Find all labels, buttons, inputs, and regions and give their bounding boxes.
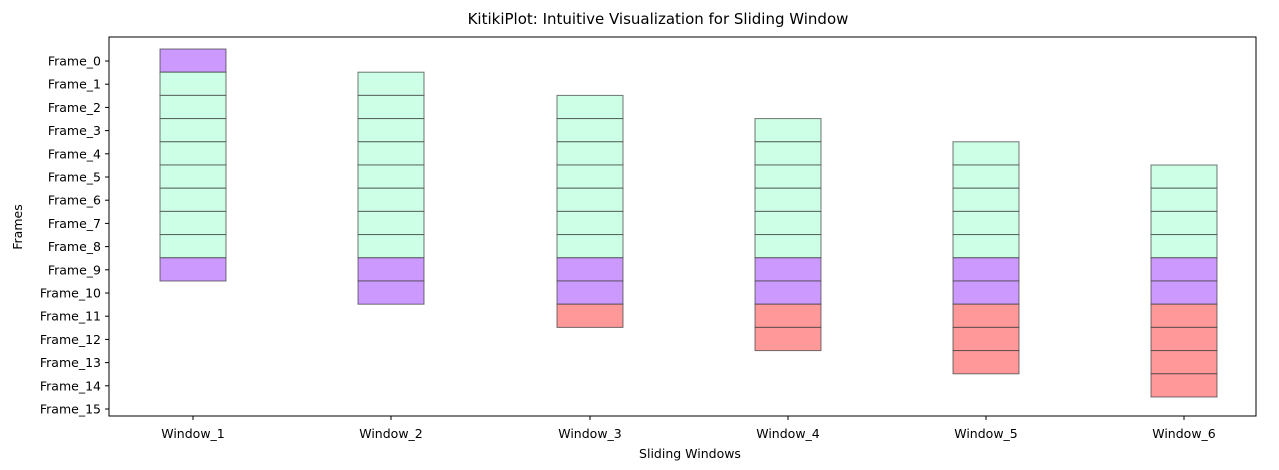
y-tick-label: Frame_4	[48, 146, 101, 161]
x-tick-label: Window_4	[756, 426, 820, 441]
window-cell	[952, 187, 1020, 212]
window-cell	[952, 280, 1020, 305]
y-tick-label: Frame_1	[48, 77, 101, 92]
window-cell	[556, 118, 624, 143]
y-tick-label: Frame_10	[40, 286, 101, 301]
window-cell	[1150, 164, 1218, 189]
cells-layer	[159, 48, 1218, 398]
window-cell	[556, 164, 624, 189]
window-cell	[952, 234, 1020, 259]
window-cell	[1150, 350, 1218, 375]
window-cell	[754, 141, 822, 166]
window-cell	[952, 141, 1020, 166]
window-cell	[952, 303, 1020, 328]
x-axis-title: Sliding Windows	[639, 446, 741, 461]
window-cell	[556, 257, 624, 282]
window-cell	[159, 48, 227, 73]
window-cell	[357, 118, 425, 143]
window-cell	[357, 234, 425, 259]
window-cell	[754, 326, 822, 352]
window-cell	[357, 257, 425, 282]
window-cell	[754, 210, 822, 236]
window-cell	[754, 164, 822, 189]
x-axis-ticks: Window_1 Window_2 Window_3 Window_4 Window_5…	[161, 416, 1216, 441]
window-cell	[754, 187, 822, 212]
window-cell	[159, 71, 227, 96]
window-cell	[357, 280, 425, 305]
y-tick-label: Frame_6	[48, 193, 101, 208]
y-tick-label: Frame_15	[40, 402, 101, 417]
window-cell	[159, 210, 227, 236]
window-cell	[357, 210, 425, 236]
y-tick-label: Frame_12	[40, 332, 101, 347]
window-cell	[1150, 373, 1218, 398]
x-tick-label: Window_6	[1152, 426, 1216, 441]
y-tick-label: Frame_2	[48, 100, 101, 115]
window-cell	[159, 234, 227, 259]
window-cell	[159, 118, 227, 143]
window-cell	[556, 303, 624, 328]
chart-title: KitikiPlot: Intuitive Visualization for …	[468, 10, 849, 28]
window-cell	[556, 280, 624, 305]
x-tick-label: Window_5	[954, 426, 1018, 441]
y-tick-label: Frame_8	[48, 239, 101, 254]
window-cell	[952, 350, 1020, 375]
window-cell	[556, 187, 624, 212]
window-cell	[556, 94, 624, 120]
y-tick-label: Frame_13	[40, 355, 101, 370]
window-cell	[1150, 234, 1218, 259]
window-cell	[952, 210, 1020, 236]
window-cell	[357, 187, 425, 212]
y-tick-label: Frame_9	[48, 262, 101, 277]
window-cell	[357, 141, 425, 166]
window-cell	[1150, 303, 1218, 328]
y-axis-title: Frames	[10, 204, 25, 249]
window-cell	[357, 71, 425, 96]
x-tick-label: Window_1	[161, 426, 225, 441]
window-cell	[357, 164, 425, 189]
window-cell	[159, 141, 227, 166]
window-cell	[952, 326, 1020, 352]
y-tick-label: Frame_14	[40, 378, 101, 393]
y-tick-label: Frame_0	[48, 54, 101, 69]
plot-area-frame	[108, 36, 1257, 417]
window-cell	[754, 280, 822, 305]
window-cell	[754, 118, 822, 143]
window-cell	[1150, 280, 1218, 305]
window-cell	[556, 210, 624, 236]
window-cell	[357, 94, 425, 120]
y-tick-label: Frame_3	[48, 123, 101, 138]
window-cell	[556, 234, 624, 259]
window-cell	[1150, 187, 1218, 212]
window-cell	[159, 187, 227, 212]
window-cell	[556, 141, 624, 166]
y-tick-label: Frame_11	[40, 309, 101, 324]
window-cell	[1150, 257, 1218, 282]
window-cell	[1150, 326, 1218, 352]
window-cell	[952, 257, 1020, 282]
window-cell	[159, 257, 227, 282]
y-axis-ticks: Frame_0 Frame_1 Frame_2 Frame_3 Frame_4 Frame…	[40, 54, 109, 417]
window-cell	[754, 303, 822, 328]
y-tick-label: Frame_7	[48, 216, 101, 231]
window-cell	[1150, 210, 1218, 236]
window-cell	[754, 234, 822, 259]
window-cell	[754, 257, 822, 282]
window-cell	[159, 164, 227, 189]
y-tick-label: Frame_5	[48, 170, 101, 185]
x-tick-label: Window_2	[359, 426, 423, 441]
x-tick-label: Window_3	[558, 426, 622, 441]
window-cell	[952, 164, 1020, 189]
window-cell	[159, 94, 227, 120]
